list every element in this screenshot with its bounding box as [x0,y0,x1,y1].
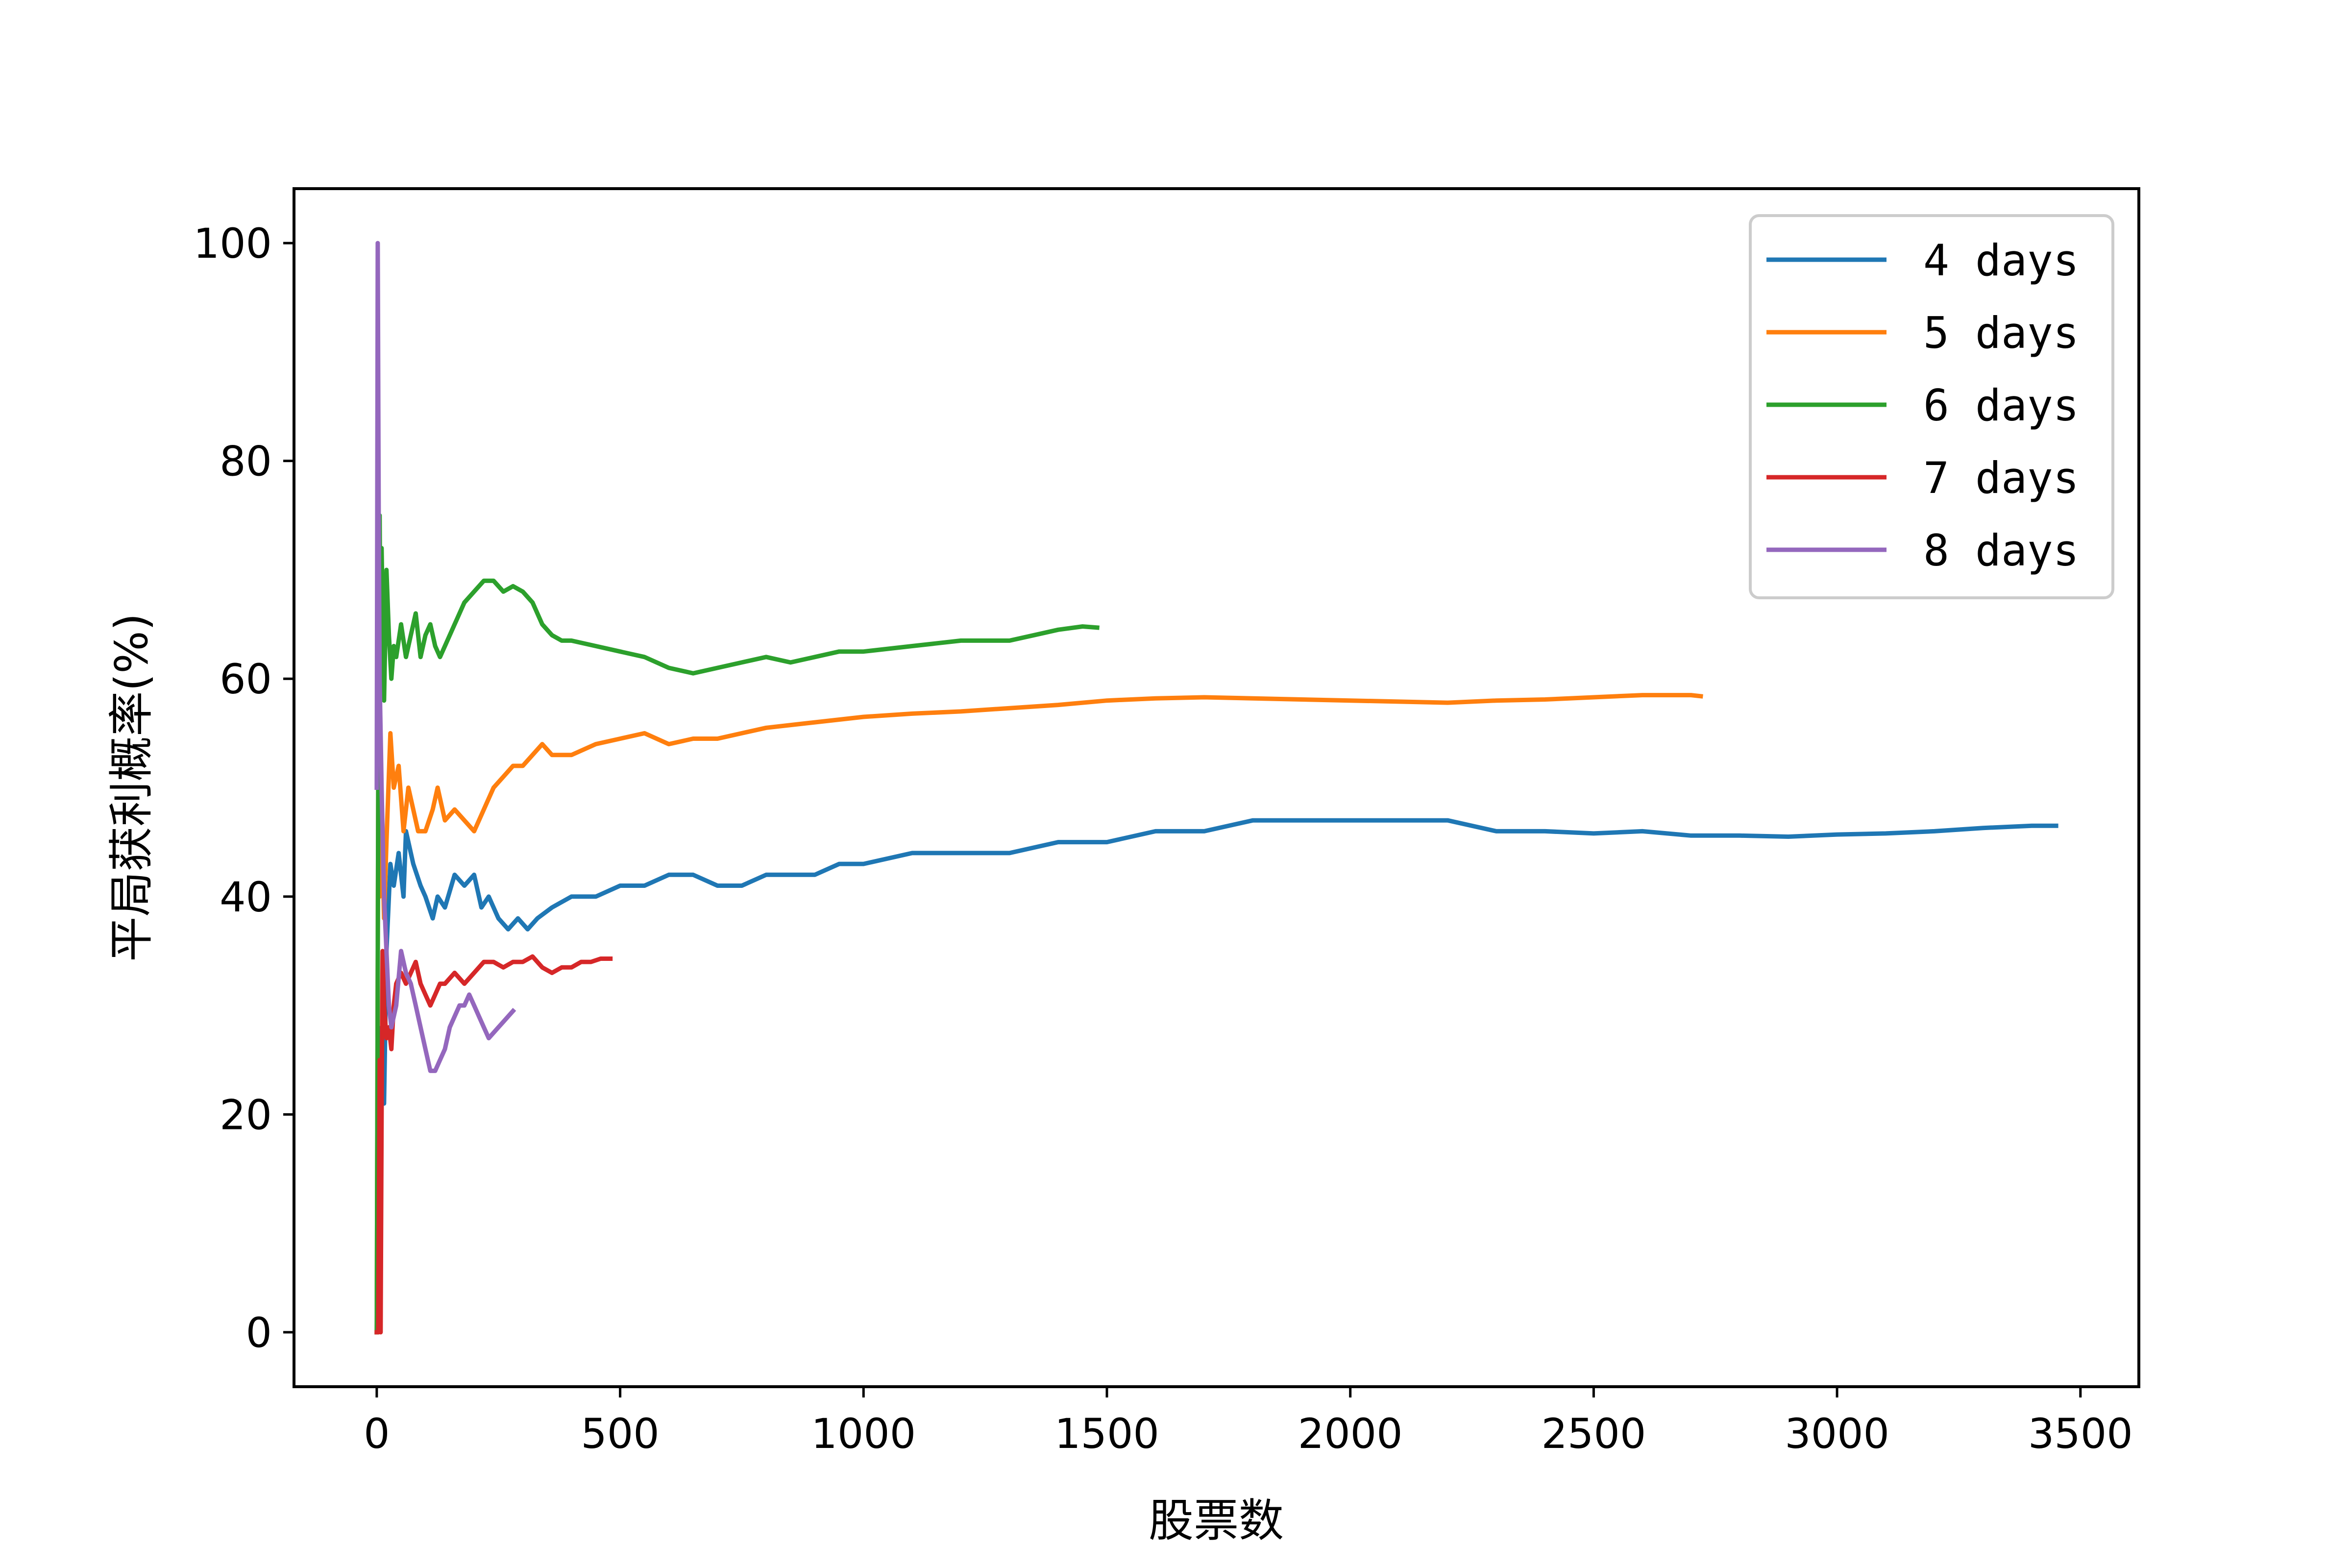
x-tick-label: 3500 [2028,1410,2133,1458]
legend-label-4: 7 days [1923,453,2079,503]
x-tick-label: 1000 [811,1410,916,1458]
y-axis: 0 20 40 60 80 100 [194,220,294,1357]
y-axis-title: 平局获利概率(%) [105,613,158,961]
plot-frame [293,187,2140,1388]
legend: 4 days 5 days 6 days 7 days 8 days [1749,214,2114,599]
y-tick-label: 20 [220,1091,272,1139]
legend-label-5: 8 days [1923,525,2079,576]
x-axis: 0 500 1000 1500 2000 2500 3000 3500 [364,1387,2133,1458]
legend-label-1: 4 days [1923,235,2079,286]
y-tick-label: 100 [194,220,272,268]
series-line-5 [374,241,516,1073]
y-tick-label: 0 [246,1309,272,1357]
y-tick-label: 60 [220,655,272,703]
legend-box [1749,214,2114,599]
series-layer [374,241,2058,1335]
x-tick-label: 2000 [1298,1410,1403,1458]
series-line-2 [374,693,1703,1335]
x-tick-label: 3000 [1785,1410,1889,1458]
y-tick-label: 80 [220,438,272,486]
x-tick-label: 500 [581,1410,659,1458]
series-line-1 [374,818,2058,1335]
y-tick-label: 40 [220,873,272,921]
legend-label-3: 6 days [1923,380,2079,431]
series-line-3 [374,513,1100,1335]
series-line-4 [374,949,613,1335]
legend-label-2: 5 days [1923,308,2079,358]
x-tick-label: 2500 [1541,1410,1646,1458]
x-axis-title: 股票数 [1149,1494,1284,1547]
x-tick-label: 0 [364,1410,390,1458]
x-tick-label: 1500 [1054,1410,1159,1458]
